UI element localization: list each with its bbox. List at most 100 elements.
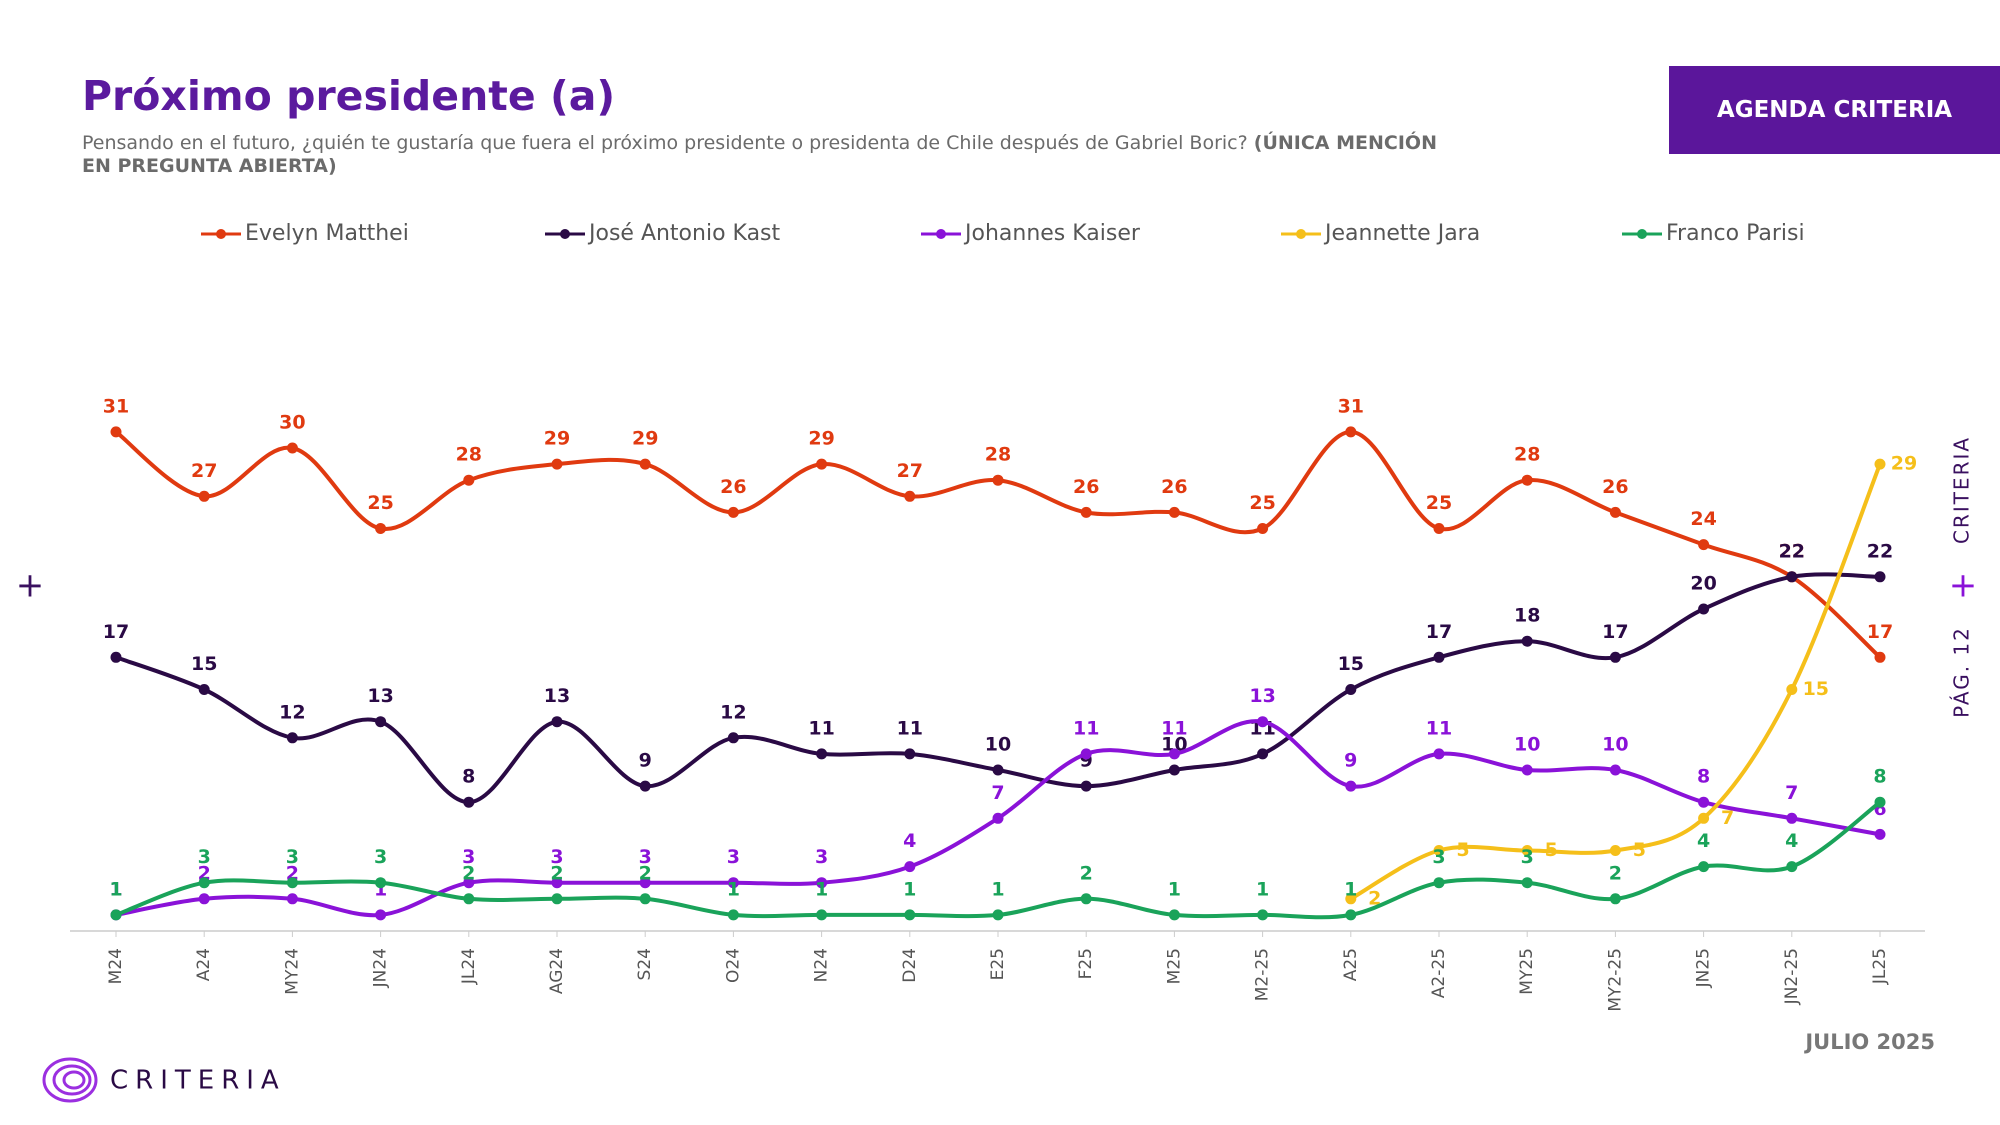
data-point [1345, 780, 1357, 792]
legend-marker [216, 229, 226, 239]
data-label: 26 [1073, 476, 1099, 498]
data-point [1257, 523, 1269, 534]
data-point [639, 780, 651, 792]
data-point [639, 893, 651, 905]
data-label: 7 [1721, 807, 1734, 829]
data-point [639, 458, 651, 470]
data-point [1786, 812, 1798, 824]
data-point [551, 893, 563, 905]
data-label: 7 [991, 782, 1004, 804]
data-label: 31 [1338, 395, 1364, 417]
data-point [110, 909, 122, 921]
data-label: 11 [808, 717, 834, 739]
x-tick-label: JN2-25 [1782, 948, 1802, 1005]
data-label: 3 [550, 846, 563, 868]
data-label: 26 [1161, 476, 1187, 498]
data-point [1257, 909, 1269, 921]
data-label: 8 [1873, 766, 1886, 788]
data-label: 29 [1891, 453, 1917, 475]
data-label: 1 [727, 878, 740, 900]
data-point [286, 442, 298, 454]
data-point [1874, 571, 1886, 583]
data-label: 17 [1426, 621, 1452, 643]
side-page: PÁG. 12 [1950, 626, 1974, 718]
x-tick-label: MY24 [282, 948, 302, 995]
data-point [463, 877, 475, 889]
x-tick-label: M2-25 [1253, 948, 1273, 1001]
data-label: 3 [462, 846, 475, 868]
data-point [1609, 893, 1621, 905]
data-point [1698, 796, 1710, 808]
data-label: 9 [639, 750, 652, 772]
plus-sign: + [16, 566, 45, 606]
data-label: 29 [808, 428, 834, 450]
data-point [992, 764, 1004, 776]
data-point [463, 893, 475, 905]
data-label: 10 [1602, 734, 1628, 756]
data-point [816, 877, 828, 889]
x-tick-label: A24 [194, 948, 214, 981]
data-label: 8 [462, 766, 475, 788]
data-label: 3 [727, 846, 740, 868]
x-tick-label: AG24 [547, 948, 567, 994]
data-label: 1 [109, 878, 122, 900]
legend-label: Franco Parisi [1666, 221, 1805, 246]
data-label: 1 [1344, 878, 1357, 900]
plus-sign: + [1949, 566, 1978, 606]
data-point [375, 716, 387, 728]
data-label: 5 [1456, 839, 1469, 861]
data-point [198, 877, 210, 889]
x-tick-label: A2-25 [1429, 948, 1449, 998]
data-label: 22 [1867, 540, 1893, 562]
x-tick-label: JN24 [371, 948, 391, 988]
data-label: 25 [367, 492, 393, 514]
data-point [551, 716, 563, 728]
data-label: 22 [1779, 540, 1805, 562]
data-label: 5 [1545, 839, 1558, 861]
data-point [1698, 812, 1710, 824]
data-point [727, 732, 739, 744]
data-label: 2 [1609, 862, 1622, 884]
data-point [375, 523, 387, 534]
data-label: 15 [1803, 678, 1829, 700]
legend-label: Jeannette Jara [1323, 221, 1480, 246]
badge: AGENDA CRITERIA [1669, 66, 2000, 154]
data-label: 30 [279, 412, 305, 434]
data-point [1433, 651, 1445, 663]
data-point [1521, 877, 1533, 889]
data-point [1609, 651, 1621, 663]
data-point [992, 474, 1004, 486]
data-point [1168, 764, 1180, 776]
data-label: 20 [1690, 573, 1716, 595]
data-point [1698, 861, 1710, 873]
legend-marker [560, 229, 570, 239]
data-point [1521, 764, 1533, 776]
legend-label: Evelyn Matthei [245, 221, 409, 246]
data-point [286, 893, 298, 905]
data-point [816, 458, 828, 470]
data-point [1609, 845, 1621, 856]
x-tick-label: O24 [723, 948, 743, 983]
data-label: 4 [903, 830, 916, 852]
data-point [463, 796, 475, 808]
x-tick-label: MY25 [1517, 948, 1537, 995]
data-point [639, 877, 651, 889]
data-label: 3 [1432, 846, 1445, 868]
data-label: 3 [639, 846, 652, 868]
data-point [1080, 780, 1092, 792]
data-label: 29 [544, 428, 570, 450]
data-point [1345, 426, 1357, 438]
x-tick-label: F25 [1076, 948, 1096, 979]
x-tick-label: A25 [1341, 948, 1361, 981]
data-point [1345, 893, 1357, 905]
data-label: 29 [632, 428, 658, 450]
data-label: 27 [191, 460, 217, 482]
data-point [1786, 684, 1798, 695]
x-tick-label: M25 [1164, 948, 1184, 984]
data-point [1521, 635, 1533, 647]
subtitle-emphasis: (ÚNICA MENCIÓN EN PREGUNTA ABIERTA) [82, 132, 1437, 177]
x-tick-label: JL25 [1870, 948, 1890, 985]
legend-label: Johannes Kaiser [963, 221, 1141, 246]
data-label: 9 [1344, 750, 1357, 772]
data-label: 5 [1633, 839, 1646, 861]
